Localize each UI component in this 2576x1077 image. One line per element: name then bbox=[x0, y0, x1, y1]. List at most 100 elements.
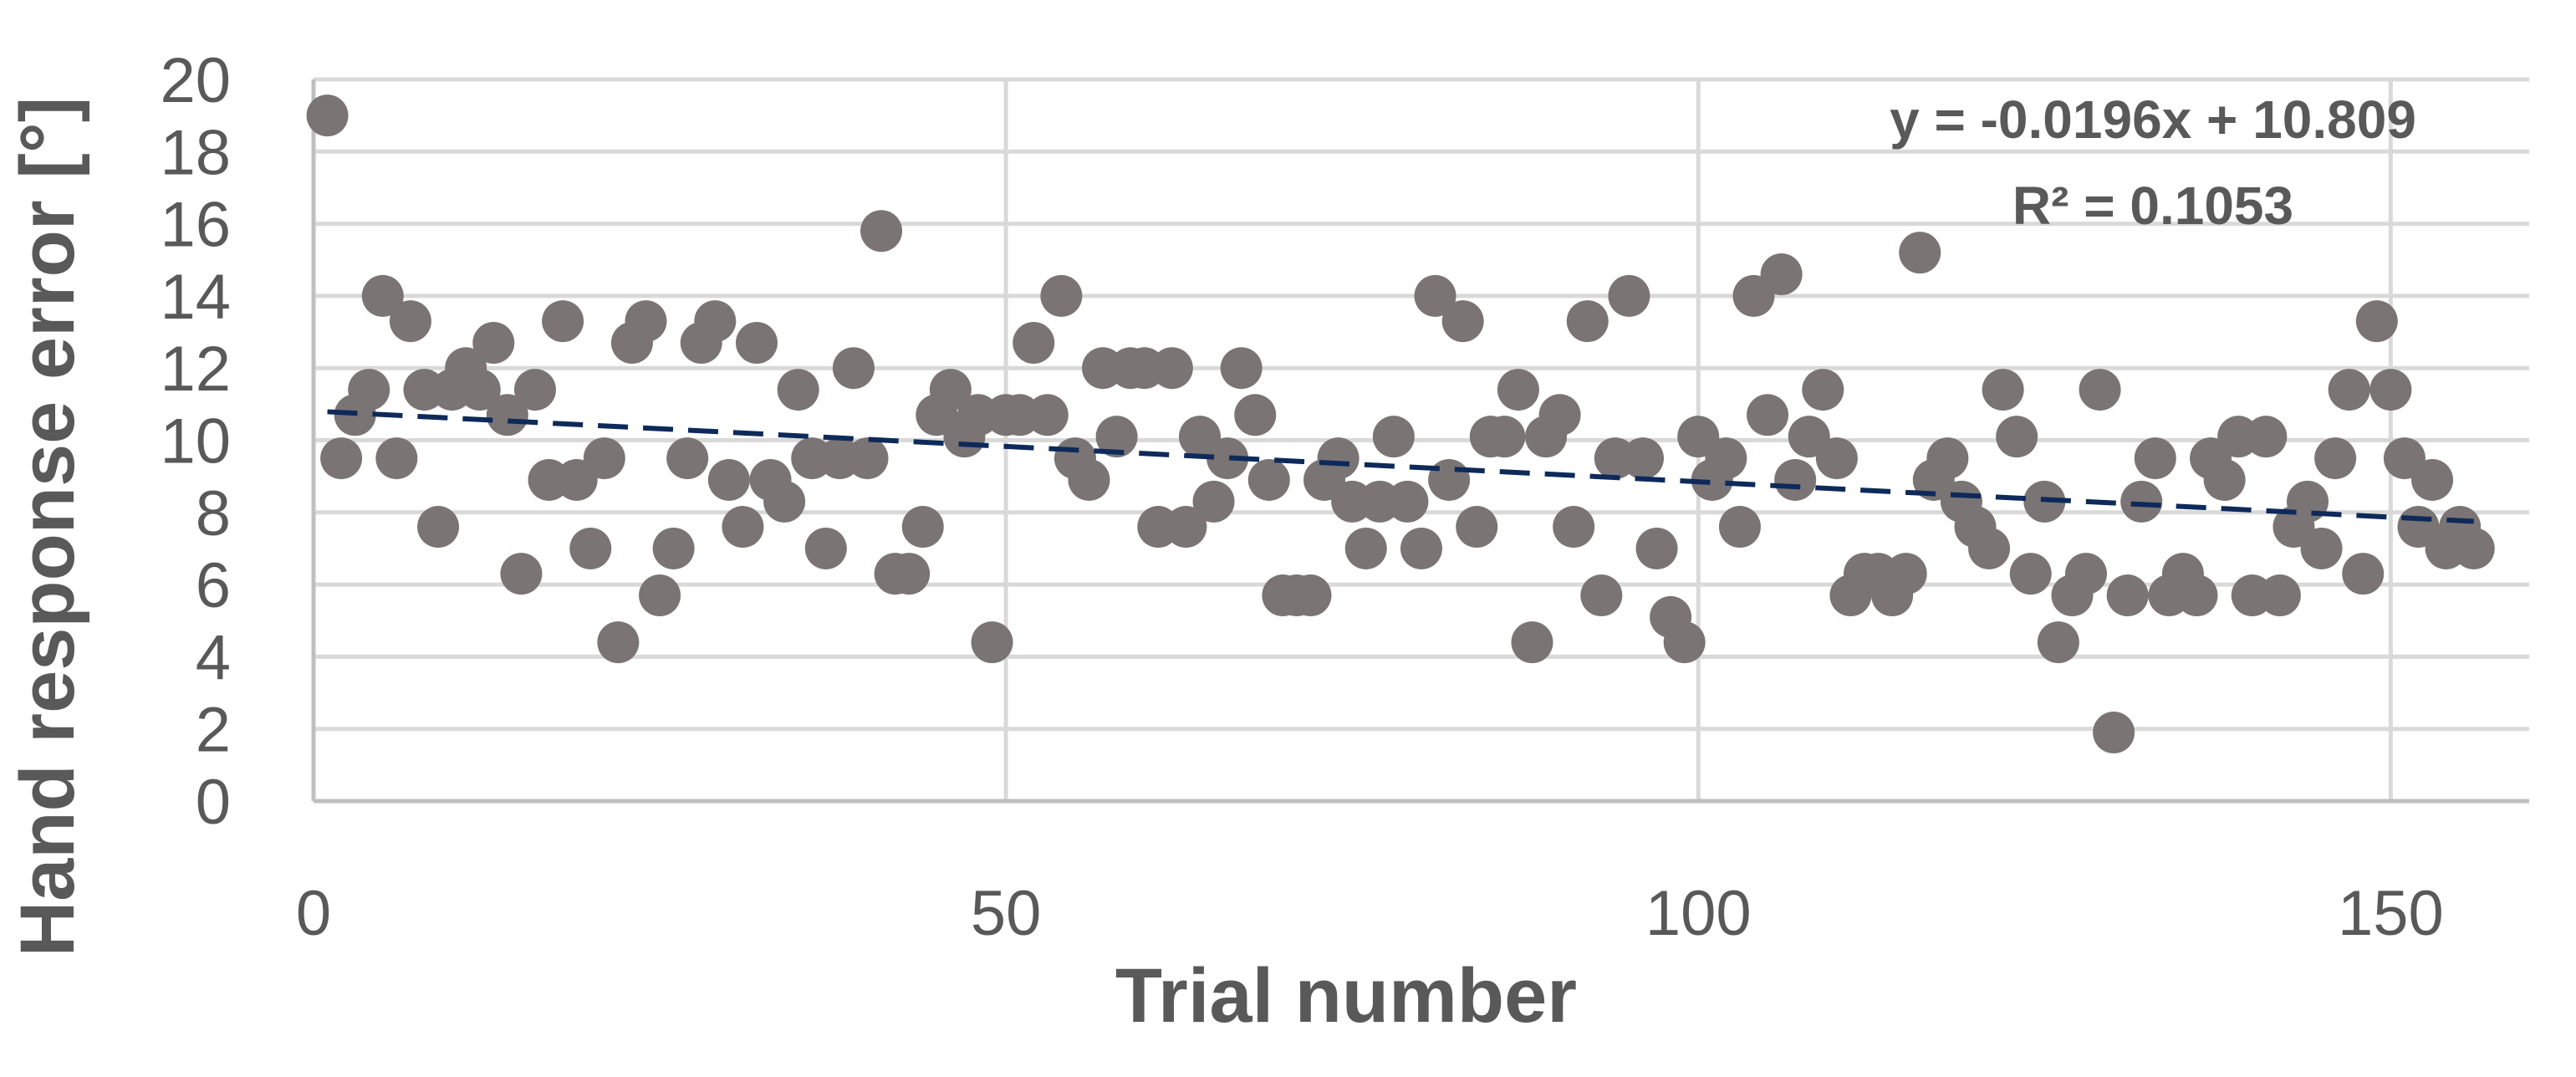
data-point bbox=[888, 553, 931, 595]
data-point bbox=[2120, 480, 2163, 523]
data-point bbox=[375, 437, 418, 480]
data-point bbox=[1317, 437, 1359, 480]
gridlines bbox=[314, 77, 2529, 801]
data-point bbox=[1095, 416, 1138, 458]
data-point bbox=[417, 506, 460, 549]
data-point bbox=[2203, 458, 2246, 501]
data-point bbox=[2245, 416, 2288, 458]
data-point bbox=[597, 621, 640, 664]
data-point bbox=[472, 321, 515, 364]
data-point bbox=[1483, 416, 1526, 458]
data-point bbox=[860, 210, 903, 253]
data-point bbox=[1760, 253, 1803, 296]
data-point bbox=[1428, 458, 1471, 501]
data-point bbox=[1400, 527, 1442, 569]
data-point bbox=[1247, 458, 1290, 501]
data-point bbox=[1220, 347, 1262, 390]
data-point bbox=[804, 527, 847, 569]
data-point bbox=[1802, 369, 1844, 411]
axes bbox=[311, 79, 2529, 804]
y-tick-label: 20 bbox=[160, 45, 231, 116]
data-point bbox=[901, 506, 944, 549]
data-point bbox=[1899, 232, 1941, 274]
data-point bbox=[1566, 300, 1609, 343]
data-point bbox=[361, 274, 404, 317]
data-point bbox=[2093, 712, 2135, 754]
data-point bbox=[1441, 300, 1484, 343]
data-point bbox=[1456, 506, 1498, 549]
data-point bbox=[2314, 437, 2357, 480]
data-point bbox=[707, 458, 750, 501]
data-point bbox=[1553, 506, 1595, 549]
data-point bbox=[1414, 274, 1456, 317]
x-axis-title: Trial number bbox=[1115, 953, 1577, 1039]
data-point bbox=[2258, 574, 2301, 617]
data-point bbox=[1511, 621, 1553, 664]
data-point bbox=[1926, 437, 1969, 480]
data-point bbox=[2287, 480, 2329, 523]
data-point bbox=[486, 394, 528, 436]
data-point bbox=[1386, 480, 1429, 523]
data-point bbox=[625, 300, 667, 343]
data-point bbox=[971, 621, 1013, 664]
data-point bbox=[1968, 527, 2011, 569]
data-point bbox=[1996, 416, 2038, 458]
data-point bbox=[777, 369, 819, 411]
data-point bbox=[1622, 437, 1664, 480]
data-point bbox=[666, 437, 709, 480]
x-tick-label: 50 bbox=[971, 878, 1042, 949]
data-point bbox=[1774, 458, 1817, 501]
data-point bbox=[1635, 527, 1678, 569]
data-point bbox=[1663, 621, 1706, 664]
data-point bbox=[1815, 437, 1858, 480]
data-point bbox=[2342, 553, 2385, 595]
data-point bbox=[694, 300, 737, 343]
data-point bbox=[348, 369, 390, 411]
data-point bbox=[320, 437, 363, 480]
data-point bbox=[1497, 369, 1539, 411]
data-point bbox=[1705, 437, 1747, 480]
data-point bbox=[542, 300, 584, 343]
data-point bbox=[306, 94, 349, 137]
data-point bbox=[1192, 480, 1235, 523]
y-tick-label: 10 bbox=[160, 406, 231, 477]
y-tick-label: 16 bbox=[160, 190, 231, 261]
data-point bbox=[652, 527, 695, 569]
data-point bbox=[736, 321, 778, 364]
data-point bbox=[1885, 553, 1927, 595]
data-point bbox=[2411, 458, 2454, 501]
data-point bbox=[1372, 416, 1415, 458]
data-point bbox=[1608, 274, 1650, 317]
data-point bbox=[639, 574, 681, 617]
data-point bbox=[722, 506, 764, 549]
y-tick-label: 6 bbox=[196, 550, 231, 621]
y-tick-label: 0 bbox=[196, 767, 231, 838]
data-point bbox=[458, 369, 501, 411]
y-tick-label: 4 bbox=[196, 622, 231, 693]
x-tick-label: 150 bbox=[2338, 878, 2444, 949]
data-point bbox=[1206, 437, 1249, 480]
data-point bbox=[1718, 506, 1761, 549]
data-point bbox=[500, 553, 543, 595]
trendline-equation: y = -0.0196x + 10.809 bbox=[1890, 89, 2416, 150]
data-point bbox=[2369, 369, 2412, 411]
y-tick-label: 18 bbox=[160, 117, 231, 188]
data-point bbox=[1289, 574, 1332, 617]
y-tick-label: 2 bbox=[196, 695, 231, 766]
data-point bbox=[2065, 553, 2107, 595]
y-tick-label: 8 bbox=[196, 478, 231, 549]
data-point bbox=[2452, 527, 2495, 569]
data-point bbox=[1165, 506, 1207, 549]
y-tick-label: 12 bbox=[160, 334, 231, 405]
data-point bbox=[1538, 394, 1581, 436]
data-point bbox=[929, 369, 972, 411]
data-point bbox=[1747, 394, 1789, 436]
data-point bbox=[2134, 437, 2176, 480]
data-point bbox=[2300, 527, 2343, 569]
data-point bbox=[2176, 574, 2218, 617]
data-point bbox=[1068, 458, 1110, 501]
data-point bbox=[569, 527, 612, 569]
